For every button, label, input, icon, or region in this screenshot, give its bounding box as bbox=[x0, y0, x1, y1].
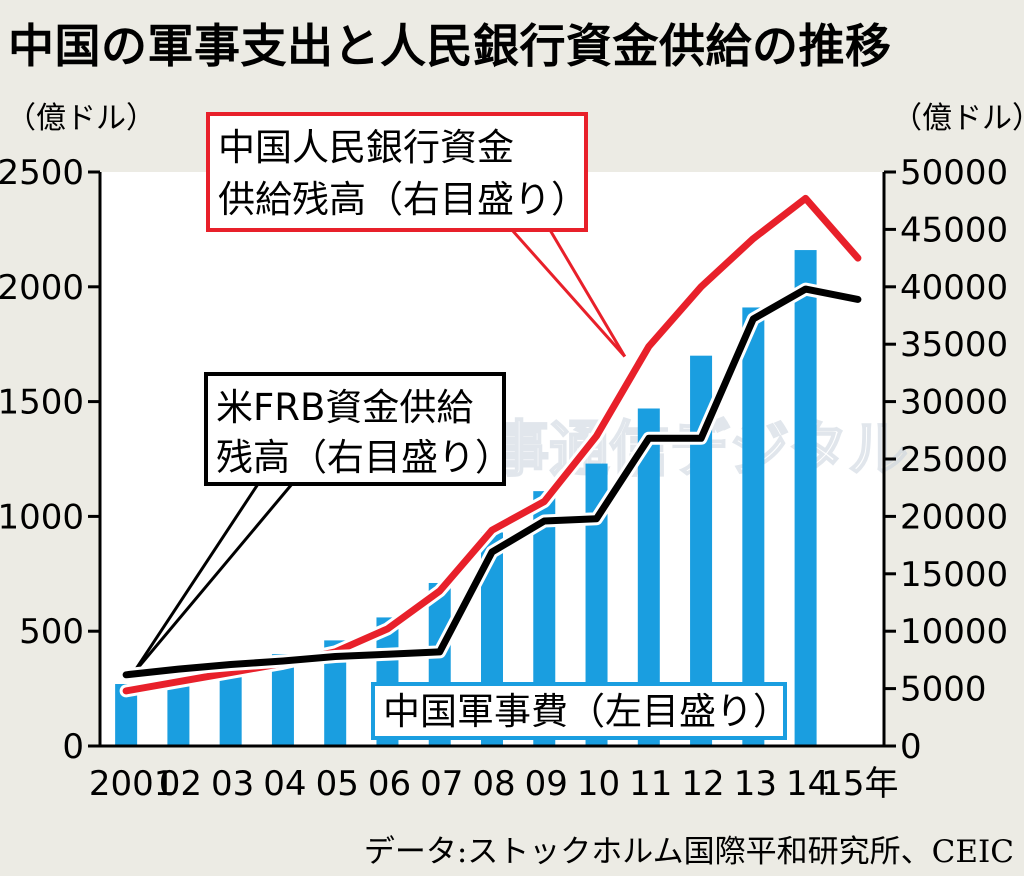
line-frb-point-14 bbox=[803, 286, 809, 292]
right-tick-label-40000: 40000 bbox=[900, 268, 1008, 308]
bar-military-2001 bbox=[115, 684, 138, 746]
x-tick-label-02: 02 bbox=[159, 764, 202, 804]
line-frb-point-09 bbox=[541, 518, 547, 524]
line-frb-point-02 bbox=[175, 666, 181, 672]
callout-military-box bbox=[371, 682, 787, 740]
line-pboc-point-15年 bbox=[855, 255, 861, 261]
callout-military-text: 中国軍事費（左目盛り） bbox=[383, 690, 790, 733]
callout-frb-box bbox=[204, 372, 506, 486]
line-frb-point-04 bbox=[280, 658, 286, 664]
bar-military-02 bbox=[167, 677, 190, 746]
line-pboc-point-02 bbox=[175, 679, 181, 685]
x-tick-label-14: 14 bbox=[786, 764, 829, 804]
leader-pboc-b bbox=[548, 229, 627, 358]
right-tick-label-30000: 30000 bbox=[900, 383, 1008, 423]
line-pboc-point-03 bbox=[228, 670, 234, 676]
callout-leaders bbox=[128, 227, 629, 678]
bar-military-14 bbox=[794, 250, 817, 746]
x-tick-label-05: 05 bbox=[316, 764, 359, 804]
x-tick-label-09: 09 bbox=[525, 764, 568, 804]
right-tick-label-5000: 5000 bbox=[900, 670, 987, 710]
data-source: データ:ストックホルム国際平和研究所、CEIC bbox=[364, 834, 1014, 870]
line-pboc-point-14 bbox=[803, 195, 809, 201]
line-frb-point-10 bbox=[594, 516, 600, 522]
callout-frb: 米FRB資金供給 残高（右目盛り） bbox=[204, 372, 512, 486]
line-pboc-point-12 bbox=[698, 284, 704, 290]
x-tick-label-2001: 2001 bbox=[89, 764, 176, 804]
line-frb-point-11 bbox=[646, 435, 652, 441]
line-pboc-point-2001 bbox=[123, 688, 129, 694]
callout-frb-line1: 米FRB資金供給 bbox=[216, 386, 473, 429]
line-frb-point-03 bbox=[228, 661, 234, 667]
lines-layer bbox=[119, 191, 865, 698]
line-pboc-point-07 bbox=[437, 588, 443, 594]
x-tick-label-11: 11 bbox=[629, 764, 672, 804]
line-frb-point-07 bbox=[437, 649, 443, 655]
line-frb-point-13 bbox=[750, 316, 756, 322]
right-tick-label-0: 0 bbox=[900, 727, 922, 767]
line-frb-point-08 bbox=[489, 549, 495, 555]
chart-title: 中国の軍事支出と人民銀行資金供給の推移 bbox=[8, 19, 892, 73]
right-tick-label-50000: 50000 bbox=[900, 153, 1008, 193]
bar-military-05 bbox=[324, 640, 347, 746]
line-pboc-point-11 bbox=[646, 343, 652, 349]
bar-military-11 bbox=[637, 408, 660, 746]
callout-frb-line2: 残高（右目盛り） bbox=[216, 436, 512, 479]
bar-military-12 bbox=[690, 355, 713, 746]
bar-military-13 bbox=[742, 307, 765, 746]
right-axis-unit: （億ドル） bbox=[892, 101, 1024, 136]
line-pboc-point-06 bbox=[384, 626, 390, 632]
leader-frb-b bbox=[130, 483, 294, 676]
right-tick-label-10000: 10000 bbox=[900, 612, 1008, 652]
axes-layer: 0500100015002000250005000100001500020000… bbox=[0, 153, 1008, 804]
x-tick-label-07: 07 bbox=[420, 764, 463, 804]
callout-pboc-box bbox=[206, 112, 588, 232]
x-tick-label-10: 10 bbox=[577, 764, 620, 804]
line-pboc-point-10 bbox=[594, 433, 600, 439]
callout-pboc-line2: 供給残高（右目盛り） bbox=[218, 178, 588, 221]
x-tick-label-12: 12 bbox=[681, 764, 724, 804]
left-axis-unit: （億ドル） bbox=[6, 101, 156, 136]
right-tick-label-35000: 35000 bbox=[900, 325, 1008, 365]
leader-frb-a bbox=[130, 483, 260, 676]
line-frb-point-12 bbox=[698, 435, 704, 441]
line-frb-point-06 bbox=[384, 651, 390, 657]
bar-military-04 bbox=[271, 654, 294, 746]
bar-military-03 bbox=[219, 670, 242, 746]
bar-military-10 bbox=[585, 463, 608, 746]
right-tick-label-20000: 20000 bbox=[900, 497, 1008, 537]
left-tick-label-0: 0 bbox=[62, 727, 84, 767]
line-pboc-point-13 bbox=[750, 236, 756, 242]
callout-pboc: 中国人民銀行資金 供給残高（右目盛り） bbox=[206, 112, 588, 232]
left-tick-label-1500: 1500 bbox=[0, 383, 84, 423]
callout-military: 中国軍事費（左目盛り） bbox=[371, 682, 790, 740]
left-tick-label-2000: 2000 bbox=[0, 268, 84, 308]
right-tick-label-15000: 15000 bbox=[900, 555, 1008, 595]
line-frb-point-15年 bbox=[855, 296, 861, 302]
x-tick-label-03: 03 bbox=[211, 764, 254, 804]
callout-pboc-line1: 中国人民銀行資金 bbox=[218, 126, 514, 169]
x-tick-label-06: 06 bbox=[368, 764, 411, 804]
x-tick-label-13: 13 bbox=[734, 764, 777, 804]
right-tick-label-45000: 45000 bbox=[900, 210, 1008, 250]
left-tick-label-500: 500 bbox=[19, 612, 84, 652]
line-frb-point-2001 bbox=[123, 672, 129, 678]
x-tick-label-15年: 15年 bbox=[821, 764, 898, 804]
left-tick-label-2500: 2500 bbox=[0, 153, 84, 193]
line-pboc-point-08 bbox=[489, 527, 495, 533]
line-frb-point-05 bbox=[332, 653, 338, 659]
right-tick-label-25000: 25000 bbox=[900, 440, 1008, 480]
line-pboc-point-09 bbox=[541, 498, 547, 504]
x-tick-label-04: 04 bbox=[263, 764, 306, 804]
left-tick-label-1000: 1000 bbox=[0, 497, 84, 537]
x-tick-label-08: 08 bbox=[472, 764, 515, 804]
leader-pboc-a bbox=[510, 229, 626, 358]
